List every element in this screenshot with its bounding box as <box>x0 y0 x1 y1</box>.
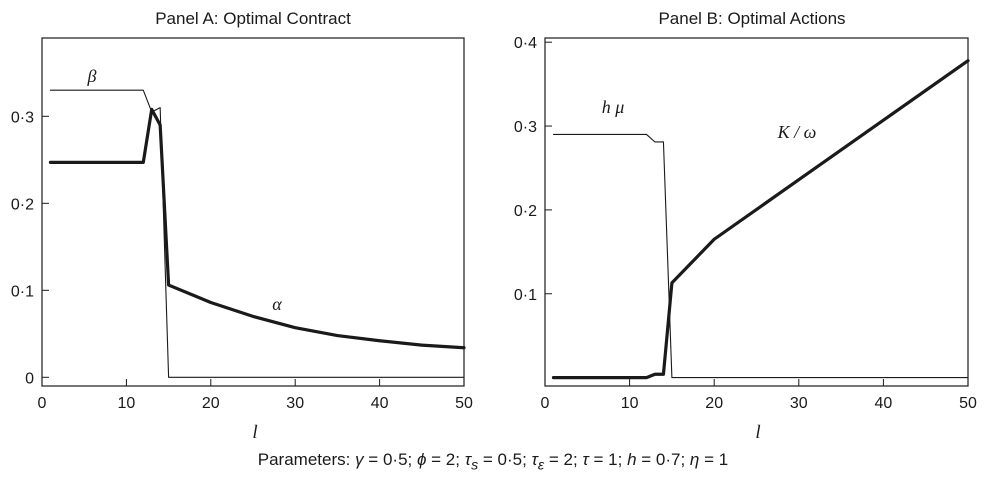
panel-a-x-tick-label: 10 <box>118 395 136 412</box>
panel-a-x-tick-label: 40 <box>371 395 389 412</box>
panel-a-x-tick-label: 50 <box>455 395 473 412</box>
panel-a-alpha-label: α <box>272 294 282 314</box>
panel-b-y-tick-label: 0·3 <box>514 119 537 136</box>
panel-b-x-axis-label: l <box>755 422 760 443</box>
panel-b-y-tick-label: 0·1 <box>514 287 537 304</box>
panel-a-y-tick-label: 0·3 <box>11 109 34 126</box>
panel-b-x-tick-label: 50 <box>959 395 977 412</box>
caption-text: Parameters: γ = 0·5; ϕ = 2; τs = 0·5; τε… <box>257 450 729 474</box>
panel-b-series-line-1 <box>551 59 970 380</box>
panel-a-x-axis-label: l <box>252 422 257 443</box>
panel-b-y-tick-label: 0·2 <box>514 203 537 220</box>
panel-b-plot-area: 0 10 20 30 40 50 0·1 0·2 0·3 0·4 <box>514 35 977 412</box>
parameters-caption: Parameters: γ = 0·5; ϕ = 2; τs = 0·5; τε… <box>0 450 986 473</box>
panel-a-optimal-contract: Panel A: Optimal Contract 0 10 20 30 40 50 0 0·… <box>11 9 473 443</box>
panel-a-x-tick-label: 30 <box>286 395 304 412</box>
panel-a-y-tick-label: 0·1 <box>11 283 34 300</box>
panel-b-x-tick-label: 10 <box>621 395 639 412</box>
panel-b-series-line-0 <box>552 133 969 379</box>
panel-b-frame <box>544 37 969 387</box>
panel-a-series-line-1 <box>48 107 466 350</box>
panel-a-title: Panel A: Optimal Contract <box>155 9 351 28</box>
panel-a-x-tick-label: 20 <box>202 395 220 412</box>
panel-a-x-tick-label: 0 <box>38 395 47 412</box>
panel-b-y-tick-label: 0·4 <box>514 35 537 52</box>
panel-b-title: Panel B: Optimal Actions <box>658 9 845 28</box>
panel-a-frame <box>41 37 465 387</box>
panel-a-series-line-0 <box>49 89 465 378</box>
panel-b-h-mu-label: h μ <box>602 97 625 117</box>
panel-a-plot-area: 0 10 20 30 40 50 0 0·1 0·2 0·3 <box>11 89 473 412</box>
panel-b-k-omega-label: K / ω <box>777 122 817 142</box>
panel-b-optimal-actions: Panel B: Optimal Actions 0 10 20 30 40 500·10… <box>514 9 977 443</box>
panel-b-x-tick-label: 0 <box>541 395 550 412</box>
panel-a-beta-label: β <box>87 66 97 86</box>
panel-b-x-tick-label: 30 <box>790 395 808 412</box>
panel-a-y-tick-label: 0·2 <box>11 196 34 213</box>
panel-a-y-tick-label: 0 <box>25 370 34 387</box>
panel-b-x-tick-label: 40 <box>875 395 893 412</box>
panel-b-x-tick-label: 20 <box>705 395 723 412</box>
